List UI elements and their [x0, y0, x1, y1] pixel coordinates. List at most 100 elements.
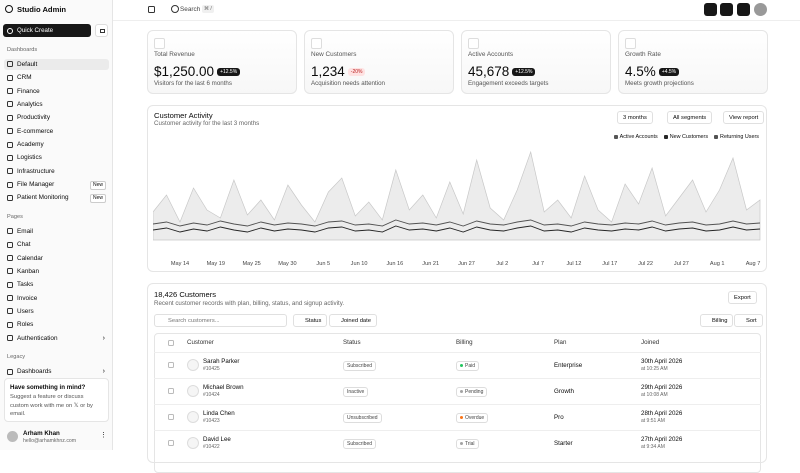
promo-title: Have something in mind?	[10, 384, 86, 391]
github-button[interactable]	[737, 3, 750, 16]
nav-label: Chat	[17, 241, 31, 249]
mail-button[interactable]	[95, 24, 108, 37]
brand: Studio Admin	[17, 5, 67, 14]
joined-time: at 9:34 AM	[641, 444, 665, 450]
nav-item[interactable]: Logistics	[4, 152, 109, 163]
customer-name: Sarah Parker	[203, 358, 240, 365]
nav-label: Dashboards	[17, 368, 52, 375]
plan: Enterprise	[554, 361, 583, 369]
nav-item[interactable]: Default	[4, 58, 109, 70]
brand-icon	[5, 5, 13, 13]
table-action[interactable]: Sort	[734, 314, 763, 327]
kpi-note: Meets growth projections	[625, 80, 694, 87]
nav-item[interactable]: Calendar	[4, 253, 109, 264]
nav-icon	[7, 335, 13, 342]
nav-item[interactable]: Invoice	[4, 293, 109, 304]
column-header: Joined	[641, 339, 660, 346]
nav-icon	[7, 281, 13, 288]
customers-title: 18,426 Customers	[154, 290, 217, 299]
billing-label: Paid	[465, 362, 476, 369]
column-header: Status	[343, 339, 361, 346]
nav-item[interactable]: E-commerce	[4, 126, 109, 137]
row-border	[154, 352, 761, 353]
nav-item[interactable]: Chat	[4, 239, 109, 250]
kpi-value: 45,678	[468, 64, 510, 79]
row-checkbox	[168, 388, 174, 394]
sidebar-toggle[interactable]	[148, 6, 155, 13]
chart-control[interactable]: 3 months	[617, 111, 653, 124]
search[interactable]: Search	[180, 6, 201, 13]
nav-icon	[7, 74, 13, 81]
legend-item: New Customers	[663, 134, 708, 140]
theme-button[interactable]	[720, 3, 733, 16]
export-button[interactable]: Export	[728, 291, 757, 304]
nav-item[interactable]: Productivity	[4, 112, 109, 123]
kpi-icon	[468, 38, 479, 49]
kpi-change: +12.5%	[512, 67, 536, 76]
joined-time: at 9:51 AM	[641, 418, 665, 424]
nav-item[interactable]: Analytics	[4, 99, 109, 110]
kpi-value-row: $1,250.00 +12.5%	[154, 64, 241, 79]
nav-item[interactable]: Dashboards ›	[4, 366, 109, 377]
billing-pill: Trial	[456, 438, 479, 449]
row-border	[154, 404, 761, 405]
chart-control[interactable]: All segments	[667, 111, 713, 124]
nav-item[interactable]: Roles	[4, 319, 109, 330]
billing-pill: Overdue	[456, 412, 489, 423]
kpi-label: Active Accounts	[468, 51, 514, 58]
plan: Growth	[554, 387, 574, 395]
filter-button[interactable]: Joined date	[329, 314, 377, 327]
kpi-change: -20%	[347, 67, 366, 76]
customer-name: Michael Brown	[203, 384, 244, 391]
nav-icon	[7, 154, 13, 161]
filter-button[interactable]: Status	[293, 314, 328, 327]
table-action[interactable]: Billing	[700, 314, 734, 327]
nav-item[interactable]: Infrastructure	[4, 166, 109, 177]
nav-icon	[7, 228, 13, 235]
quick-create[interactable]: Quick Create	[3, 24, 91, 37]
nav-item[interactable]: Email	[4, 226, 109, 237]
nav-item[interactable]: Academy	[4, 139, 109, 150]
x-tick-label: Jun 10	[351, 261, 368, 267]
nav-icon	[7, 194, 13, 201]
section-title: Dashboards	[7, 47, 38, 53]
nav-icon	[7, 181, 13, 188]
nav-label: Productivity	[17, 114, 51, 122]
x-tick-label: May 25	[242, 261, 260, 267]
row-border	[154, 378, 761, 379]
customer-avatar	[187, 385, 199, 397]
nav-item[interactable]: File Manager New	[4, 179, 109, 191]
user-menu[interactable]: ⋮	[100, 432, 107, 439]
avatar	[7, 431, 18, 442]
x-tick-label: May 30	[278, 261, 296, 267]
nav-icon	[7, 321, 13, 328]
nav-label: Invoice	[17, 294, 38, 302]
status-pill: Inactive	[343, 386, 369, 397]
kpi-label: New Customers	[311, 51, 357, 58]
promo-card: Have something in mind? Suggest a featur…	[4, 378, 109, 422]
customer-avatar	[187, 437, 199, 449]
series-line	[153, 225, 761, 233]
settings-button[interactable]	[704, 3, 717, 16]
section-title: Pages	[7, 213, 23, 220]
sidebar: Studio Admin Quick Create Dashboards Defa…	[0, 0, 113, 450]
kpi-card: New Customers 1,234 -20% Acquisition needs …	[304, 30, 454, 94]
nav-item[interactable]: Finance	[4, 86, 109, 97]
nav-item[interactable]: Kanban	[4, 266, 109, 277]
nav-item[interactable]: Patient Monitoring New	[4, 192, 109, 204]
nav-icon	[7, 295, 13, 302]
joined-date: 30th April 2026	[641, 358, 683, 365]
nav-item[interactable]: Authentication ›	[4, 333, 109, 344]
customer-search[interactable]: Search customers...	[154, 314, 287, 327]
billing-pill: Pending	[456, 386, 488, 397]
plan: Starter	[554, 439, 573, 447]
profile-avatar[interactable]	[754, 3, 767, 16]
nav-item[interactable]: CRM	[4, 72, 109, 83]
x-tick-label: Jul 27	[674, 261, 689, 267]
chart-control[interactable]: View report	[723, 111, 765, 124]
x-tick-label: Aug 7	[746, 261, 761, 267]
user-email: hello@arhamkhnz.com	[23, 438, 77, 444]
nav-item[interactable]: Tasks	[4, 279, 109, 290]
nav-item[interactable]: Users	[4, 306, 109, 317]
